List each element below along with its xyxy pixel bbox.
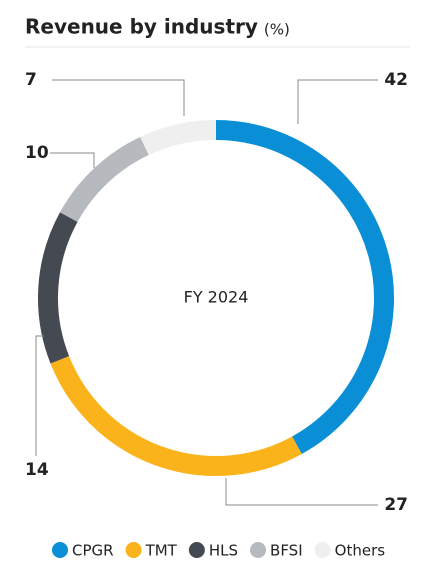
leader-line (225, 478, 378, 506)
legend-label: BFSI (270, 542, 303, 560)
leader-line (50, 152, 95, 168)
chart-title: Revenue by industry (25, 15, 258, 39)
value-label: 27 (384, 495, 408, 515)
donut-segment (215, 120, 394, 454)
center-label: FY 2024 (184, 288, 249, 307)
legend-label: Others (335, 542, 386, 560)
legend-label: TMT (145, 542, 178, 560)
donut-segment (50, 356, 302, 476)
leader-line (35, 335, 44, 456)
value-label: 7 (25, 70, 37, 90)
legend-label: HLS (209, 542, 238, 560)
legend-swatch (188, 542, 205, 558)
value-label: 14 (25, 460, 49, 480)
legend-swatch (125, 542, 142, 558)
leader-line (297, 79, 378, 124)
legend-label: CPGR (72, 542, 114, 560)
donut-segment (38, 212, 78, 364)
legend-swatch (314, 542, 331, 558)
unit-label: (%) (264, 21, 290, 39)
donut-segment (140, 120, 217, 156)
legend-swatch (250, 542, 267, 558)
value-label: 42 (384, 70, 408, 90)
leader-line (52, 79, 185, 116)
value-label: 10 (25, 143, 49, 163)
legend-swatch (52, 542, 68, 558)
donut-segment (60, 136, 149, 223)
